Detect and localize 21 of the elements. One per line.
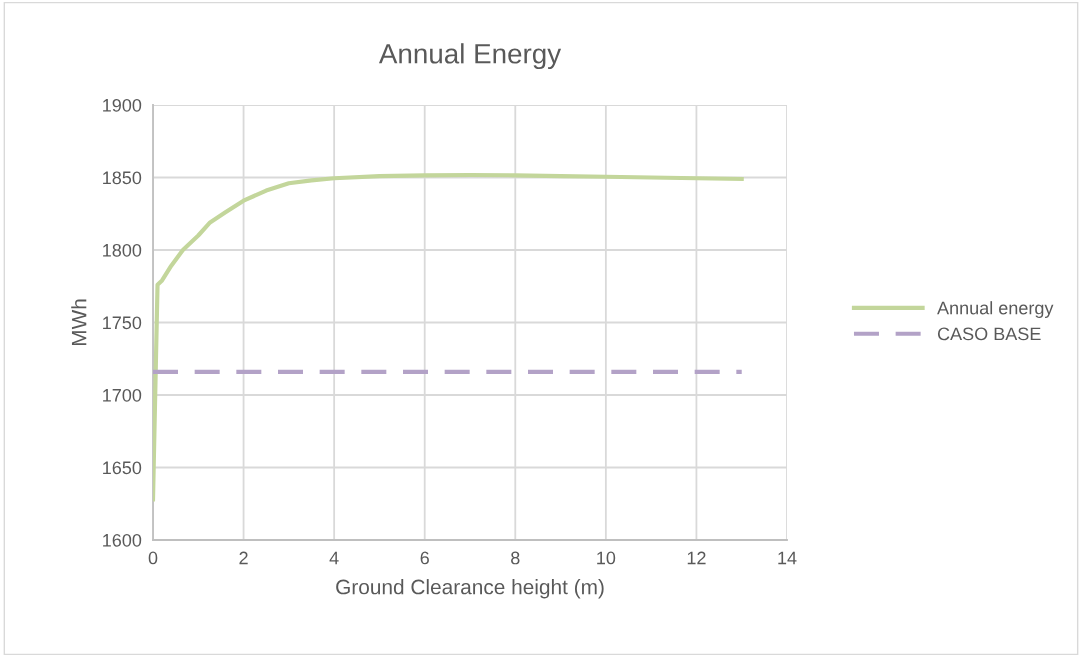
chart-title: Annual Energy <box>378 43 562 70</box>
x-tick-label: 14 <box>778 551 797 565</box>
x-axis-title: Ground Clearance height (m) <box>336 579 604 599</box>
x-tick-label: 8 <box>511 551 520 565</box>
y-tick-label: 1600 <box>103 533 142 547</box>
x-tick-label: 6 <box>420 551 429 565</box>
x-tick-label: 2 <box>239 551 248 565</box>
line-series <box>153 172 744 502</box>
x-tick-label: 12 <box>687 551 706 565</box>
y-tick-label: 1850 <box>103 171 142 185</box>
x-tick-label: 10 <box>597 551 616 565</box>
y-tick-label: 1800 <box>103 243 142 257</box>
y-tick-label: 1750 <box>103 316 142 330</box>
y-tick-label: 1700 <box>103 388 142 402</box>
y-tick-label: 1650 <box>103 461 142 475</box>
x-tick-label: 4 <box>329 551 339 565</box>
y-axis-title: MWh <box>71 299 87 346</box>
x-tick-label: 0 <box>148 551 158 565</box>
y-tick-label: 1900 <box>103 98 142 112</box>
legend-label: CASO BASE <box>937 327 1041 341</box>
legend-label: Annual energy <box>937 301 1054 318</box>
